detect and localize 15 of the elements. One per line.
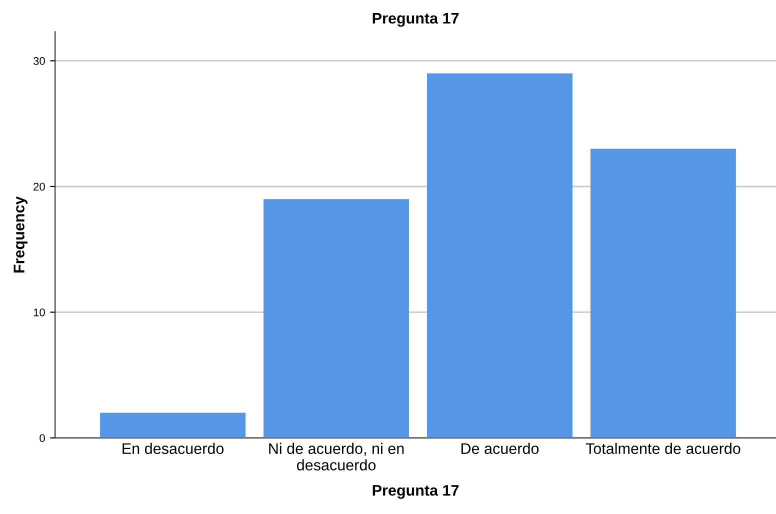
y-tick-label: 30	[33, 57, 45, 65]
x-axis-title: Pregunta 17	[372, 485, 459, 499]
y-tick-label: 0	[40, 434, 45, 442]
bar	[590, 148, 736, 438]
y-tick-label: 20	[34, 182, 45, 191]
x-tick-label: En desacuerdo	[122, 442, 224, 454]
bar	[264, 199, 410, 438]
chart-title: Pregunta 17	[372, 13, 459, 27]
bar	[426, 73, 572, 438]
y-tick-label: 10	[34, 308, 45, 316]
x-tick-label: Ni de acuerdo, ni en desacuerdo	[269, 442, 404, 470]
x-tick-label: De acuerdo	[462, 442, 539, 454]
bar	[100, 412, 246, 438]
x-tick-label: Totalmente de acuerdo	[586, 442, 740, 454]
y-axis-title: Frequency	[14, 196, 28, 273]
